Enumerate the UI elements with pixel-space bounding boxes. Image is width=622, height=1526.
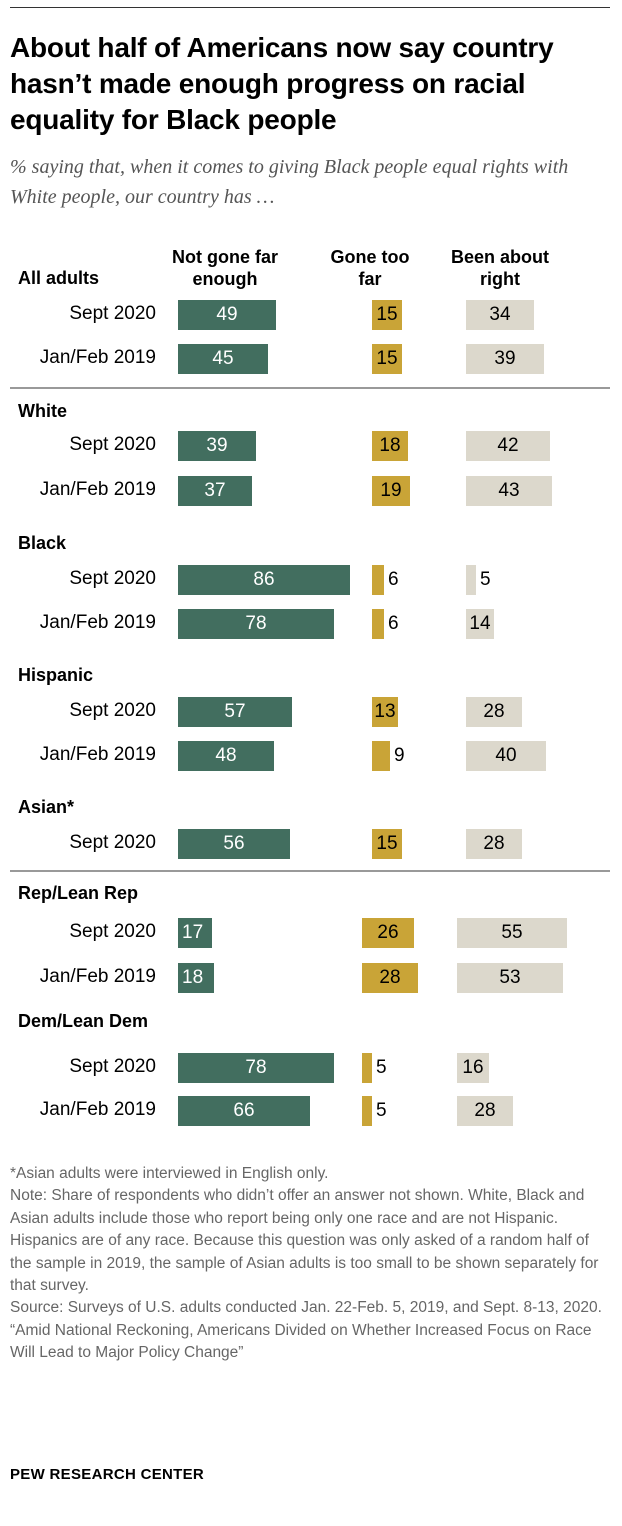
- value-label: 34: [466, 300, 534, 330]
- value-label: 15: [372, 829, 402, 859]
- row-label: Sept 2020: [10, 434, 156, 456]
- divider-1: [10, 387, 610, 389]
- value-label: 57: [178, 697, 292, 727]
- group-label: Dem/Lean Dem: [18, 1011, 148, 1032]
- note: Note: Share of respondents who didn’t of…: [10, 1185, 610, 1297]
- notes: *Asian adults were interviewed in Englis…: [10, 1163, 610, 1365]
- value-label: 37: [178, 476, 252, 506]
- row-label: Jan/Feb 2019: [10, 612, 156, 634]
- value-label: 6: [388, 609, 399, 639]
- value-label: 26: [362, 918, 414, 948]
- row-label: Jan/Feb 2019: [10, 479, 156, 501]
- bar-gold: [372, 565, 384, 595]
- value-label: 78: [178, 609, 334, 639]
- value-label: 42: [466, 431, 550, 461]
- column-header-too-far: Gone too far: [330, 246, 410, 290]
- value-label: 5: [480, 565, 491, 595]
- value-label: 53: [457, 963, 563, 993]
- value-label: 17: [178, 918, 216, 948]
- value-label: 56: [178, 829, 290, 859]
- value-label: 15: [372, 344, 402, 374]
- value-label: 18: [178, 963, 218, 993]
- value-label: 55: [457, 918, 567, 948]
- group-label: All adults: [18, 268, 99, 289]
- value-label: 39: [178, 431, 256, 461]
- column-header-about-right: Been about right: [440, 246, 560, 290]
- source-label: PEW RESEARCH CENTER: [10, 1466, 204, 1483]
- row-label: Sept 2020: [10, 700, 156, 722]
- row-label: Sept 2020: [10, 1056, 156, 1078]
- value-label: 5: [376, 1096, 387, 1126]
- chart-subtitle: % saying that, when it comes to giving B…: [10, 152, 610, 212]
- value-label: 15: [372, 300, 402, 330]
- row-label: Sept 2020: [10, 921, 156, 943]
- value-label: 14: [466, 609, 494, 639]
- row-label: Jan/Feb 2019: [10, 966, 156, 988]
- value-label: 86: [178, 565, 350, 595]
- column-header-not-far-enough: Not gone far enough: [150, 246, 300, 290]
- value-label: 13: [372, 697, 398, 727]
- top-rule: [10, 7, 610, 8]
- value-label: 9: [394, 741, 405, 771]
- row-label: Sept 2020: [10, 832, 156, 854]
- value-label: 49: [178, 300, 276, 330]
- value-label: 78: [178, 1053, 334, 1083]
- group-label: Asian*: [18, 797, 74, 818]
- row-label: Jan/Feb 2019: [10, 1099, 156, 1121]
- footnote-asian: *Asian adults were interviewed in Englis…: [10, 1163, 610, 1185]
- bar-gold: [362, 1053, 372, 1083]
- bar-gold: [362, 1096, 372, 1126]
- report-title: “Amid National Reckoning, Americans Divi…: [10, 1320, 610, 1365]
- row-label: Jan/Feb 2019: [10, 347, 156, 369]
- divider-2: [10, 870, 610, 872]
- bar-gold: [372, 741, 390, 771]
- value-label: 28: [466, 697, 522, 727]
- chart-title: About half of Americans now say country …: [10, 30, 610, 138]
- value-label: 6: [388, 565, 399, 595]
- value-label: 16: [457, 1053, 489, 1083]
- group-label: Hispanic: [18, 665, 93, 686]
- row-label: Jan/Feb 2019: [10, 744, 156, 766]
- value-label: 19: [372, 476, 410, 506]
- value-label: 5: [376, 1053, 387, 1083]
- source-note: Source: Surveys of U.S. adults conducted…: [10, 1297, 610, 1319]
- group-label: Black: [18, 533, 66, 554]
- value-label: 28: [457, 1096, 513, 1126]
- row-label: Sept 2020: [10, 303, 156, 325]
- row-label: Sept 2020: [10, 568, 156, 590]
- bar-gold: [372, 609, 384, 639]
- value-label: 18: [372, 431, 408, 461]
- value-label: 40: [466, 741, 546, 771]
- value-label: 45: [178, 344, 268, 374]
- value-label: 66: [178, 1096, 310, 1126]
- value-label: 39: [466, 344, 544, 374]
- value-label: 28: [466, 829, 522, 859]
- group-label: Rep/Lean Rep: [18, 883, 138, 904]
- bar-gray: [466, 565, 476, 595]
- value-label: 43: [466, 476, 552, 506]
- group-label: White: [18, 401, 67, 422]
- value-label: 48: [178, 741, 274, 771]
- value-label: 28: [362, 963, 418, 993]
